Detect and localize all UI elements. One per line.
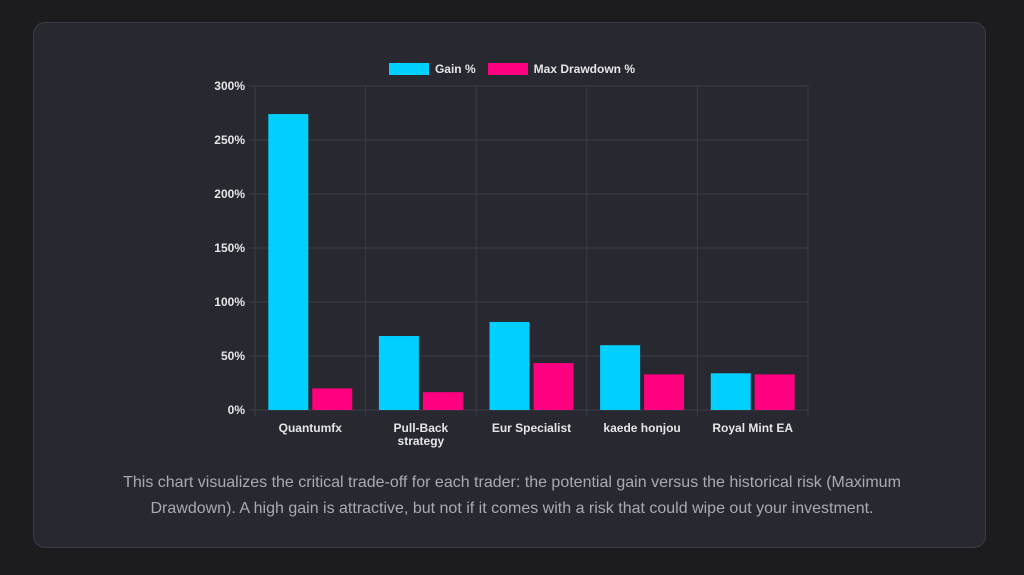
bar-gain <box>268 114 309 410</box>
y-tick-label: 0% <box>228 403 246 417</box>
y-tick-label: 300% <box>214 79 245 93</box>
x-tick-label: Eur Specialist <box>492 421 571 435</box>
x-tick-label: Quantumfx <box>279 421 343 435</box>
chart-card <box>33 22 986 548</box>
x-tick-label: Royal Mint EA <box>712 421 793 435</box>
bar-drawdown <box>422 392 463 410</box>
y-tick-label: 200% <box>214 187 245 201</box>
chart-legend: Gain % Max Drawdown % <box>0 62 1024 76</box>
y-tick-label: 250% <box>214 133 245 147</box>
legend-label-drawdown: Max Drawdown % <box>533 62 636 76</box>
x-tick-label: kaede honjou <box>603 421 680 435</box>
bar-drawdown <box>644 374 685 410</box>
bar-drawdown <box>312 388 353 410</box>
x-tick-label: Pull-Back <box>394 421 449 435</box>
bar-gain <box>378 336 419 410</box>
x-tick-label: strategy <box>398 434 445 448</box>
y-tick-label: 50% <box>221 349 245 363</box>
bar-gain <box>600 345 641 410</box>
bar-gain <box>489 321 530 410</box>
legend-swatch-gain <box>388 63 429 75</box>
legend-swatch-drawdown <box>487 63 528 75</box>
legend-label-gain: Gain % <box>434 62 476 76</box>
legend-item-gain[interactable]: Gain % <box>388 62 476 76</box>
chart-caption: This chart visualizes the critical trade… <box>123 474 901 517</box>
bar-drawdown <box>754 374 795 410</box>
bar-drawdown <box>533 363 574 410</box>
bar-gain <box>710 373 751 410</box>
legend-item-drawdown[interactable]: Max Drawdown % <box>487 62 636 76</box>
y-tick-label: 150% <box>214 241 245 255</box>
y-tick-label: 100% <box>214 295 245 309</box>
